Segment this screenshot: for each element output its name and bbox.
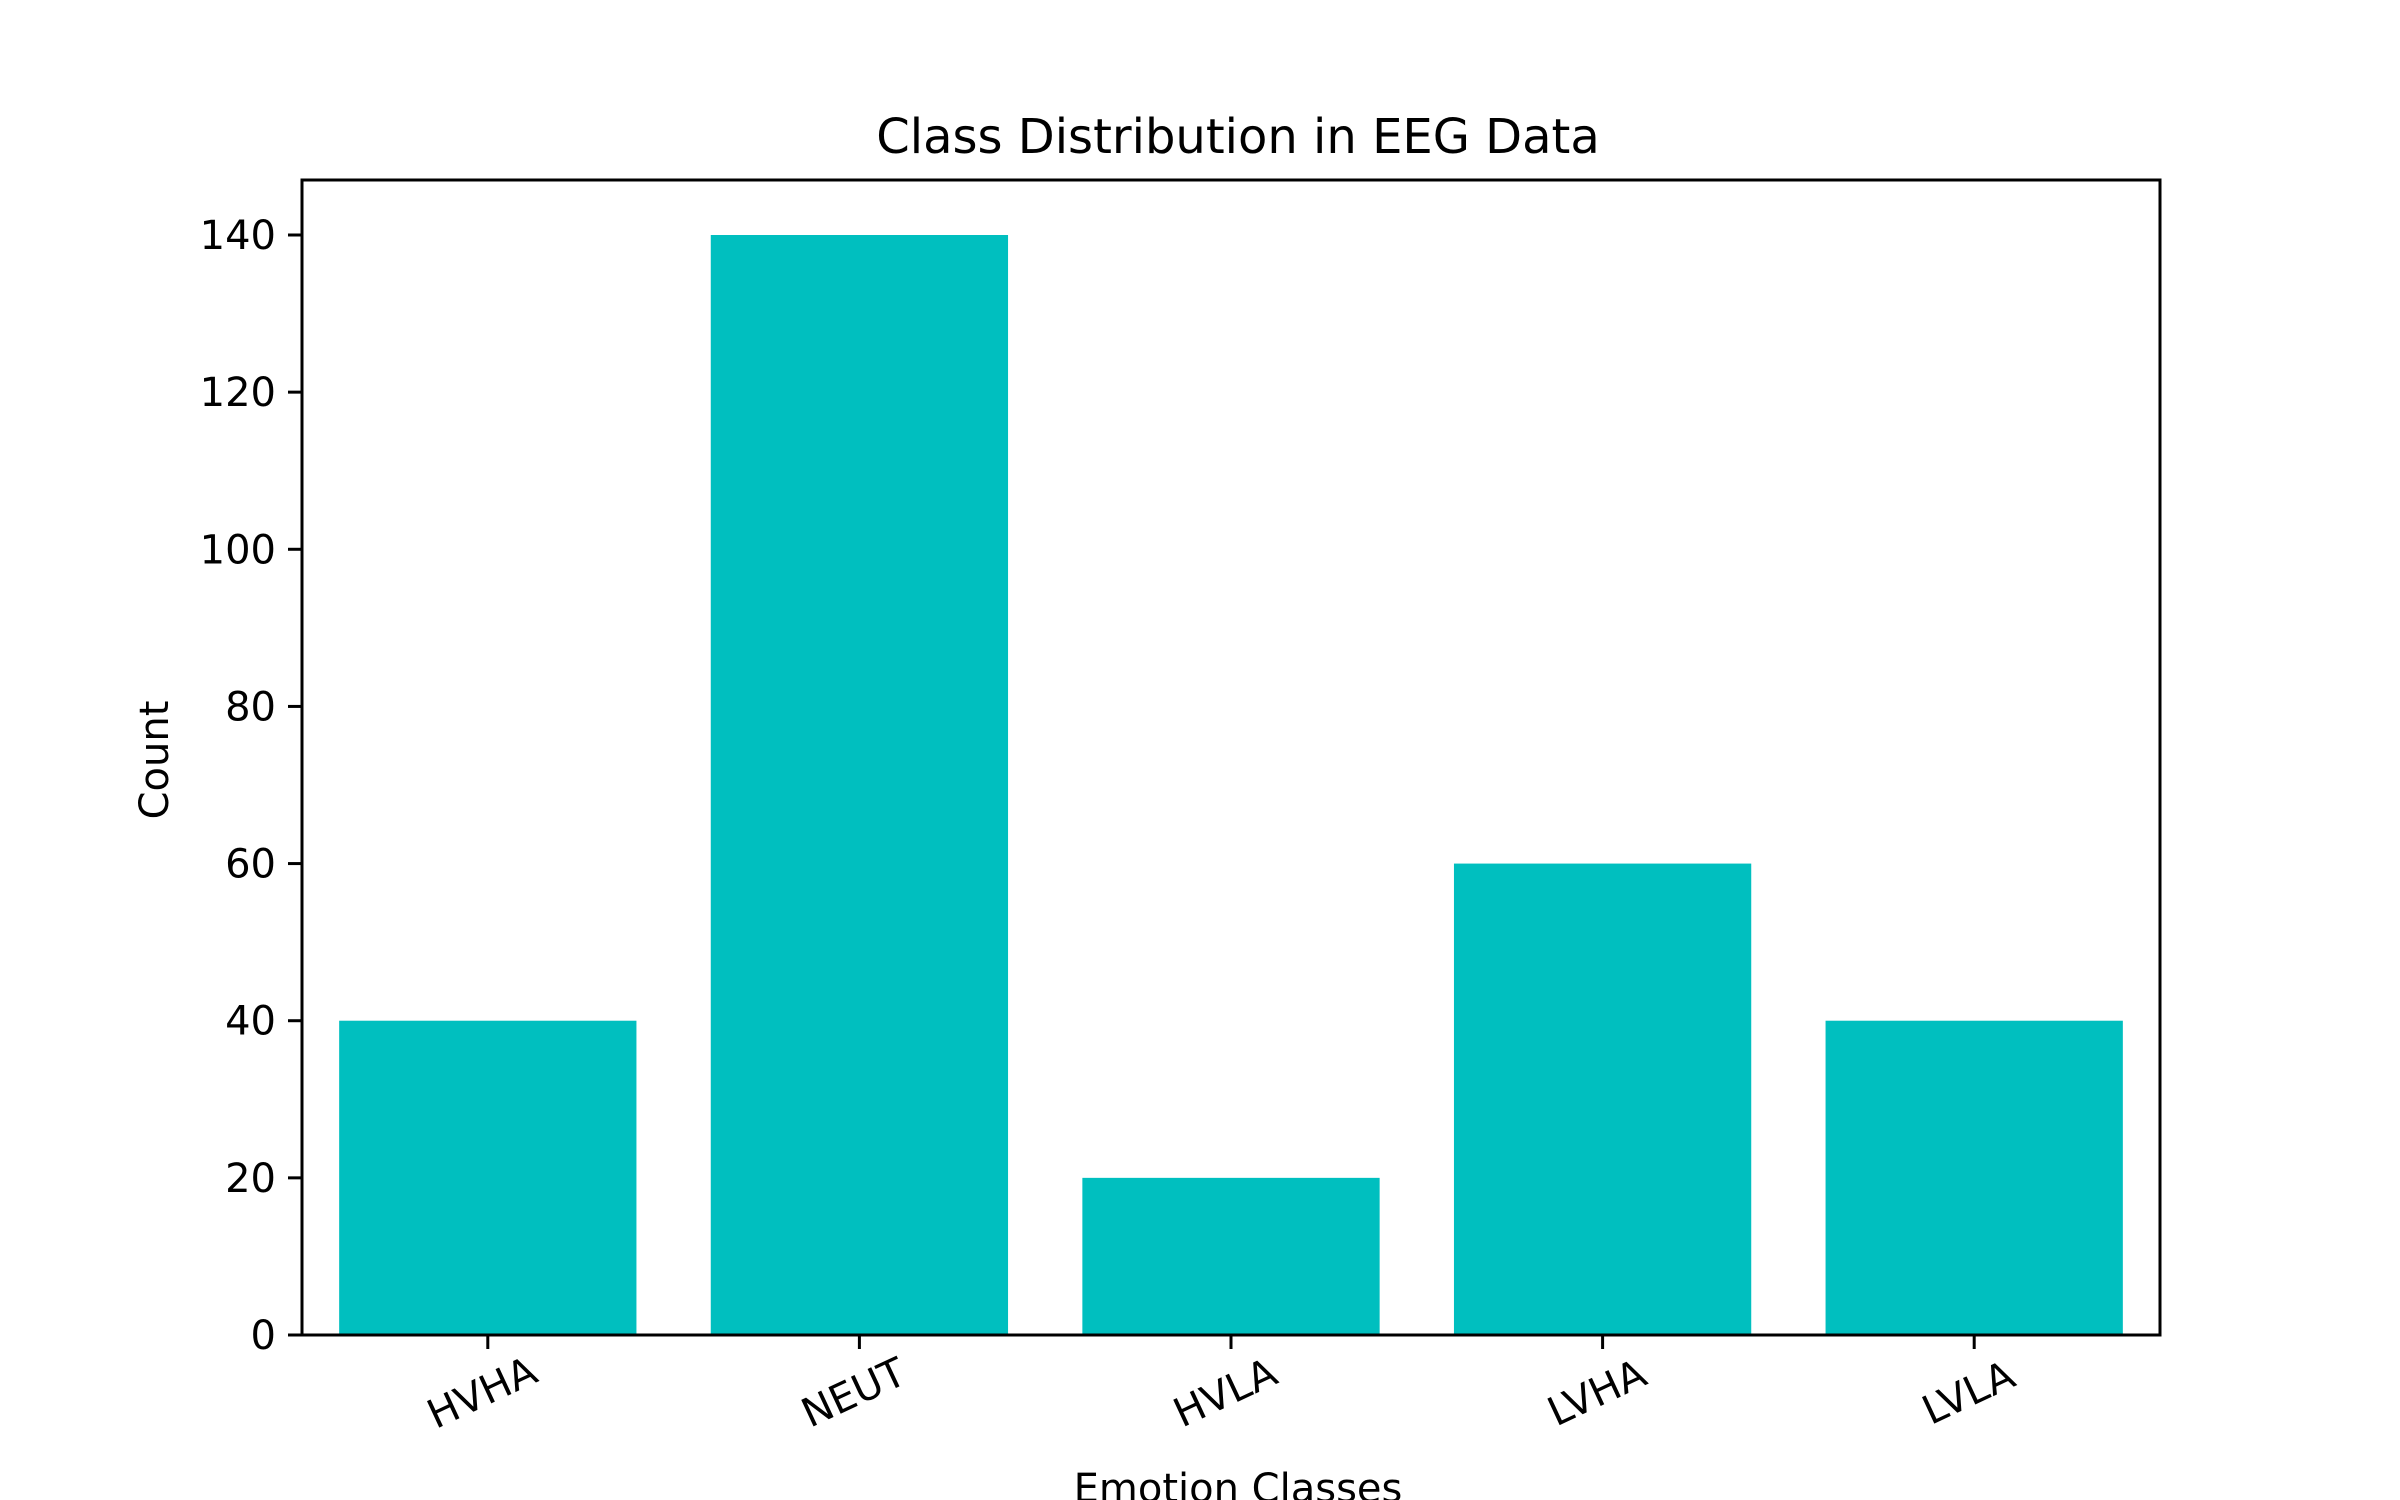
bar-hvla: [1082, 1177, 1380, 1335]
y-axis-label: Count: [132, 701, 178, 820]
y-tick-label: 0: [251, 1313, 276, 1359]
y-tick-label: 80: [225, 684, 276, 730]
y-tick-label: 140: [200, 213, 276, 259]
x-axis-ticks: HVHA NEUT HVLA LVHA LVLA: [421, 1335, 2023, 1439]
x-tick-label: LVHA: [1541, 1350, 1654, 1435]
chart-title: Class Distribution in EEG Data: [876, 109, 1600, 165]
y-tick-label: 100: [200, 527, 276, 573]
x-tick-label: HVLA: [1167, 1349, 1285, 1437]
bar-hvha: [339, 1020, 637, 1335]
x-axis-label: Emotion Classes: [1074, 1466, 1403, 1500]
bars-group: [339, 235, 2123, 1335]
x-tick-label: NEUT: [795, 1349, 914, 1437]
y-tick-label: 60: [225, 842, 276, 888]
bar-lvla: [1825, 1020, 2123, 1335]
y-axis-ticks: 0 20 40 60 80 100 120 140: [200, 213, 302, 1359]
bar-lvha: [1453, 863, 1752, 1335]
bar-neut: [710, 235, 1009, 1335]
x-tick-label: HVHA: [421, 1348, 545, 1439]
y-tick-label: 20: [225, 1156, 276, 1202]
x-tick-label: LVLA: [1916, 1352, 2023, 1434]
axes-frame: [300, 178, 2162, 1337]
y-tick-label: 40: [225, 999, 276, 1045]
y-tick-label: 120: [200, 370, 276, 416]
